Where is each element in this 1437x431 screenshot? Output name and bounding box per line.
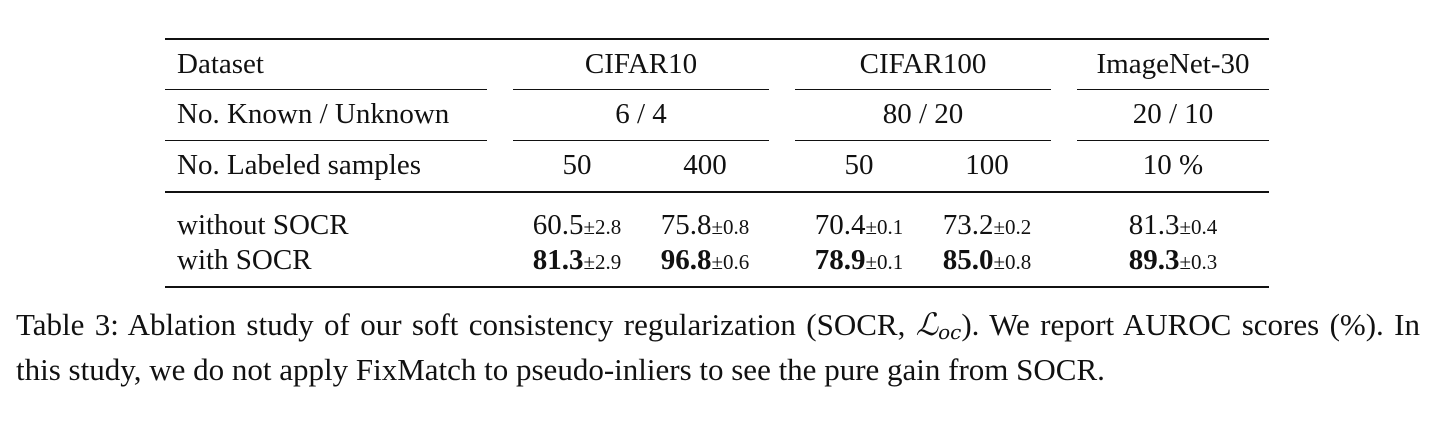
header-rule-cifar10 — [513, 89, 769, 90]
result-cell-best: 81.3±2.9 — [513, 244, 641, 278]
loss-symbol: ℒoc — [915, 307, 962, 344]
labeled-samples-value: 100 — [965, 149, 1009, 181]
result-cell: 60.5±2.8 — [513, 209, 641, 243]
result-std: ±0.8 — [711, 215, 750, 239]
result-mean: 60.5 — [532, 209, 584, 241]
known-rule-cifar100 — [795, 140, 1051, 141]
known-unknown-cifar100: 80 / 20 — [882, 98, 964, 130]
result-mean: 81.3 — [532, 244, 584, 276]
result-cell-best: 78.9±0.1 — [795, 244, 923, 278]
dataset-header: Dataset — [177, 48, 264, 80]
result-cell: 81.3±0.4 — [1077, 209, 1269, 243]
result-std: ±2.9 — [583, 250, 622, 274]
known-unknown-cifar10: 6 / 4 — [615, 98, 667, 130]
header-rule-cifar100 — [795, 89, 1051, 90]
result-cell: 75.8±0.8 — [641, 209, 769, 243]
result-cell-best: 96.8±0.6 — [641, 244, 769, 278]
dataset-cifar100: CIFAR100 — [859, 48, 987, 80]
result-mean: 96.8 — [660, 244, 712, 276]
labeled-samples-value: 50 — [844, 149, 874, 181]
dataset-imagenet30: ImageNet-30 — [1096, 48, 1250, 80]
known-unknown-imagenet30: 20 / 10 — [1132, 98, 1214, 130]
result-cell-best: 89.3±0.3 — [1077, 244, 1269, 278]
table-caption: Table 3: Ablation study of our soft cons… — [16, 306, 1420, 389]
result-mean: 89.3 — [1128, 244, 1180, 276]
result-mean: 85.0 — [942, 244, 994, 276]
known-rule-label — [165, 140, 487, 141]
bottom-rule — [165, 286, 1269, 288]
known-unknown-label: No. Known / Unknown — [177, 98, 450, 130]
known-rule-imagenet — [1077, 140, 1269, 141]
result-cell: 70.4±0.1 — [795, 209, 923, 243]
result-cell-best: 85.0±0.8 — [923, 244, 1051, 278]
caption-text: Table 3: Ablation study of our soft cons… — [16, 307, 916, 342]
labeled-samples-value: 50 — [562, 149, 592, 181]
result-mean: 73.2 — [942, 209, 994, 241]
result-std: ±0.3 — [1179, 250, 1218, 274]
result-std: ±2.8 — [583, 215, 622, 239]
result-mean: 70.4 — [814, 209, 866, 241]
result-std: ±0.6 — [711, 250, 750, 274]
labeled-samples-value: 10 % — [1142, 149, 1204, 181]
result-mean: 81.3 — [1128, 209, 1180, 241]
result-cell: 73.2±0.2 — [923, 209, 1051, 243]
result-std: ±0.2 — [993, 215, 1032, 239]
dataset-cifar10: CIFAR10 — [584, 48, 698, 80]
result-mean: 78.9 — [814, 244, 866, 276]
header-rule-imagenet — [1077, 89, 1269, 90]
row-label-without-socr: without SOCR — [177, 209, 349, 241]
labeled-samples-label: No. Labeled samples — [177, 149, 422, 181]
known-rule-cifar10 — [513, 140, 769, 141]
top-rule — [165, 38, 1269, 40]
result-std: ±0.1 — [865, 250, 904, 274]
result-std: ±0.1 — [865, 215, 904, 239]
mid-rule — [165, 191, 1269, 193]
labeled-samples-value: 400 — [683, 149, 727, 181]
result-mean: 75.8 — [660, 209, 712, 241]
result-std: ±0.4 — [1179, 215, 1218, 239]
caption-text: ). We report AUROC scores (%). In this s… — [16, 307, 1420, 387]
header-rule-dataset — [165, 89, 487, 90]
result-std: ±0.8 — [993, 250, 1032, 274]
row-label-with-socr: with SOCR — [177, 244, 312, 276]
